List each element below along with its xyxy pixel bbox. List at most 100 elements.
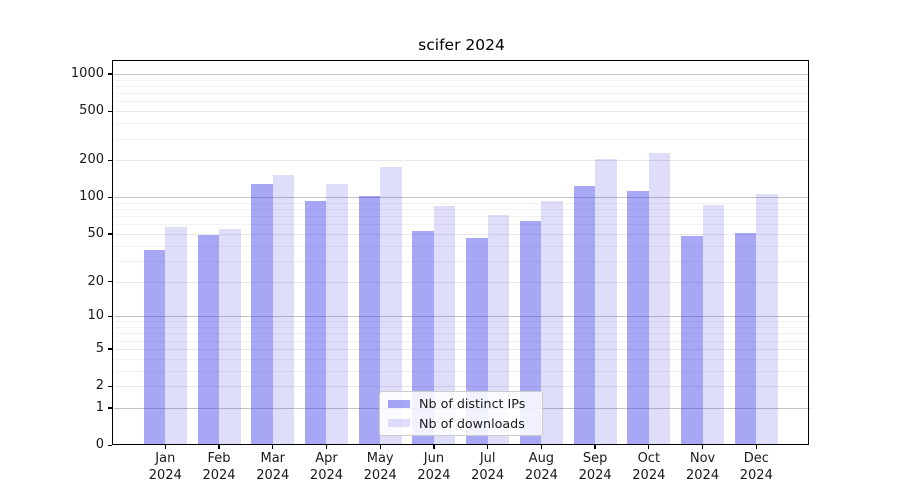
x-tick-label: Jun 2024: [404, 451, 464, 484]
y-gridline-minor: [114, 85, 810, 87]
y-gridline-minor: [114, 340, 810, 342]
bar-downloads-oct: [648, 153, 671, 445]
y-tick-mark: [108, 444, 112, 446]
y-gridline: [114, 348, 810, 350]
x-tick-month: Dec: [743, 451, 769, 466]
y-gridline: [114, 386, 810, 387]
x-tick-month: Jan: [155, 451, 176, 466]
y-tick-label: 2: [95, 378, 104, 393]
bar-downloads-aug: [541, 201, 563, 445]
y-gridline-minor: [114, 321, 810, 323]
y-gridline-minor: [114, 358, 810, 360]
y-gridline-minor: [114, 93, 810, 95]
x-tick-year: 2024: [148, 467, 182, 483]
x-tick-mark: [487, 445, 489, 449]
legend-swatch-distinct-ips: [388, 399, 410, 409]
x-tick-label: Jan 2024: [135, 451, 195, 484]
bar-distinct-ips-nov: [681, 236, 703, 445]
y-tick-label: 20: [87, 273, 104, 289]
y-tick-label: 1000: [70, 65, 104, 81]
y-tick-label: 10: [87, 308, 104, 324]
y-gridline: [114, 233, 810, 235]
bar-downloads-jun: [433, 205, 456, 445]
x-tick-label: Nov 2024: [673, 451, 733, 484]
x-tick-year: 2024: [202, 467, 236, 483]
legend-swatch-downloads: [388, 418, 410, 428]
y-tick-mark: [108, 407, 112, 409]
x-tick-month: Oct: [637, 451, 661, 466]
bar-distinct-ips-oct: [627, 190, 649, 445]
y-tick-mark: [108, 196, 112, 198]
y-tick-mark: [108, 315, 112, 318]
bar-downloads-jan: [165, 226, 187, 445]
x-tick-year: 2024: [471, 467, 505, 483]
y-tick-label: 200: [79, 152, 104, 168]
bar-distinct-ips-feb: [197, 234, 220, 445]
y-gridline: [114, 197, 810, 199]
y-tick-label: 100: [79, 189, 104, 205]
y-tick-mark: [108, 110, 112, 112]
y-tick-mark: [108, 281, 112, 283]
y-gridline-minor: [114, 202, 810, 204]
x-tick-mark: [540, 445, 543, 449]
bar-downloads-feb: [219, 228, 241, 445]
bar-distinct-ips-may: [358, 196, 381, 445]
y-tick-mark: [108, 348, 112, 350]
x-tick-mark: [272, 445, 274, 449]
y-tick-label: 1: [95, 399, 104, 415]
legend-item-downloads: Nb of downloads: [388, 416, 542, 431]
x-tick-label: Jul 2024: [458, 451, 518, 484]
y-gridline-minor: [114, 327, 810, 328]
bar-distinct-ips-aug: [519, 220, 542, 445]
x-tick-month: Apr: [315, 451, 338, 466]
x-tick-label: Apr 2024: [296, 451, 356, 484]
x-tick-year: 2024: [417, 467, 451, 483]
x-tick-year: 2024: [686, 467, 720, 483]
y-gridline-minor: [114, 79, 810, 81]
y-gridline-minor: [114, 138, 810, 140]
x-tick-mark: [164, 445, 166, 449]
bar-distinct-ips-dec: [734, 232, 757, 445]
x-tick-month: May: [366, 451, 394, 466]
y-gridline-minor: [114, 216, 810, 218]
x-tick-mark: [325, 445, 328, 449]
x-tick-year: 2024: [578, 467, 612, 483]
x-tick-mark: [433, 445, 435, 449]
x-tick-label: Oct 2024: [619, 451, 679, 484]
y-tick-label: 500: [79, 103, 104, 119]
y-gridline-minor: [114, 209, 810, 211]
x-tick-month: Jul: [479, 451, 496, 466]
x-tick-year: 2024: [363, 467, 397, 483]
x-tick-year: 2024: [632, 467, 666, 483]
y-tick-label: 0: [95, 437, 104, 452]
y-gridline-minor: [114, 333, 810, 335]
x-tick-year: 2024: [309, 467, 344, 483]
x-tick-month: Sep: [582, 451, 608, 466]
y-gridline-minor: [114, 260, 810, 262]
y-gridline: [114, 111, 810, 113]
legend: Nb of distinct IPs Nb of downloads: [379, 391, 543, 436]
x-tick-mark: [755, 445, 757, 449]
bar-downloads-mar: [272, 174, 295, 445]
y-tick-mark: [108, 385, 112, 387]
legend-label-downloads: Nb of downloads: [419, 415, 525, 431]
y-gridline: [114, 281, 810, 283]
bar-downloads-jul: [487, 215, 510, 445]
x-tick-label: Mar 2024: [243, 451, 303, 484]
bar-downloads-dec: [756, 193, 778, 445]
y-tick-label: 50: [87, 225, 104, 241]
x-tick-year: 2024: [524, 467, 558, 483]
legend-item-distinct-ips: Nb of distinct IPs: [388, 396, 542, 411]
x-tick-mark: [218, 445, 220, 449]
y-gridline-minor: [114, 224, 810, 226]
bar-downloads-apr: [326, 183, 348, 445]
bar-downloads-nov: [702, 205, 725, 445]
x-tick-year: 2024: [739, 467, 773, 483]
y-gridline: [114, 160, 810, 162]
x-tick-label: Sep 2024: [565, 451, 625, 484]
y-gridline-minor: [114, 245, 810, 247]
x-tick-month: Mar: [260, 451, 286, 466]
x-tick-month: Jun: [423, 451, 445, 466]
y-gridline: [114, 73, 810, 75]
